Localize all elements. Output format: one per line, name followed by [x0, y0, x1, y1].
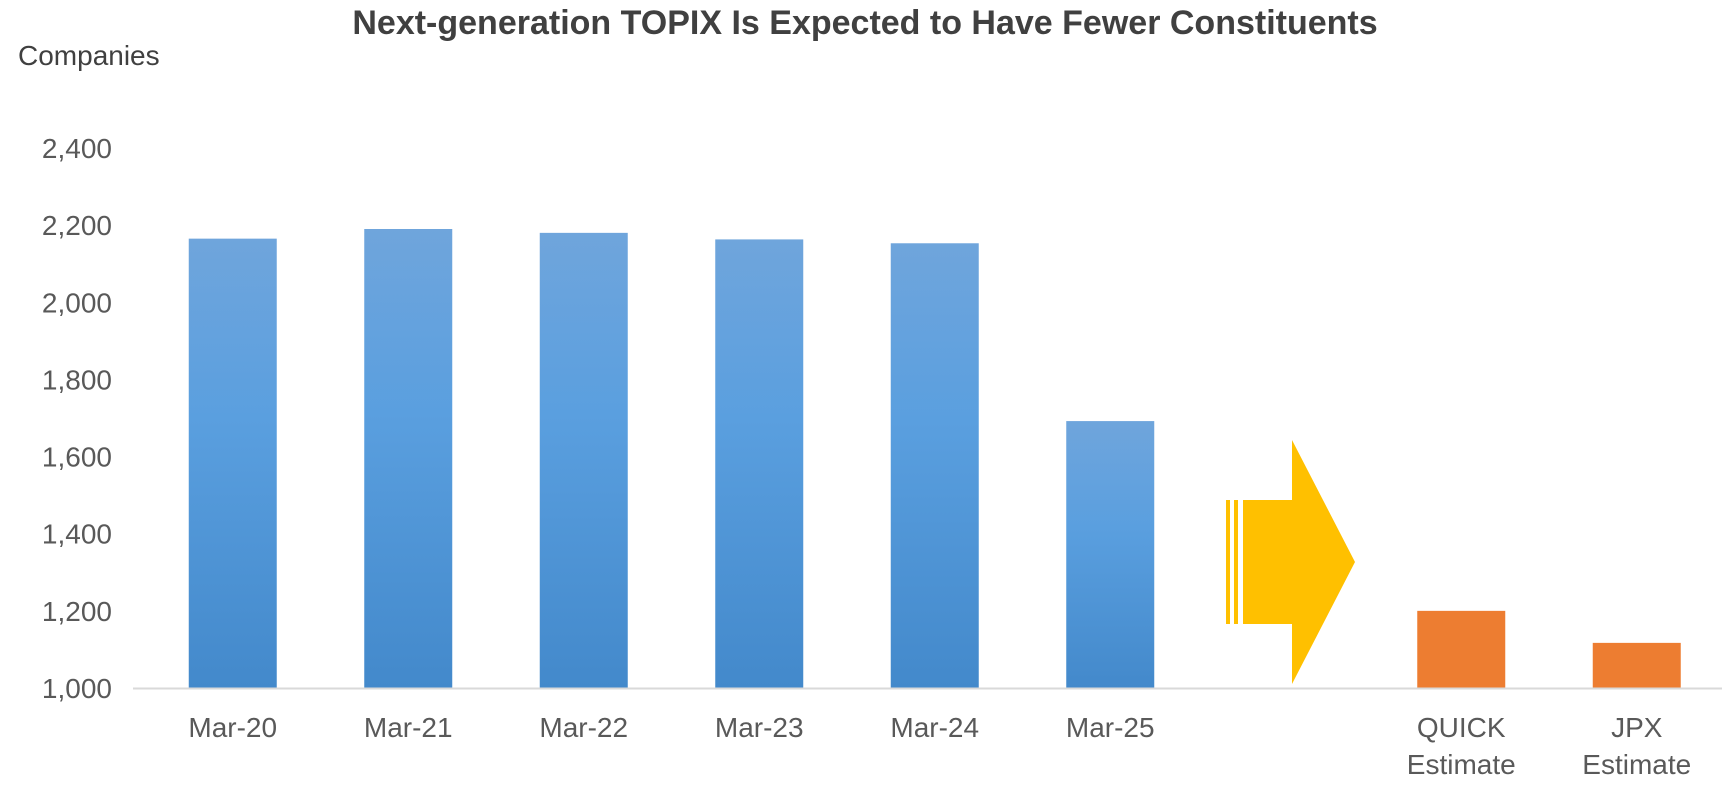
x-tick-label: Mar-20: [188, 712, 277, 743]
y-axis-unit-label: Companies: [18, 40, 160, 71]
y-tick-label: 1,600: [42, 442, 112, 473]
x-tick-label: Mar-25: [1066, 712, 1155, 743]
x-tick-label: Mar-23: [715, 712, 804, 743]
x-tick-label: Mar-22: [539, 712, 628, 743]
chart-title: Next-generation TOPIX Is Expected to Hav…: [352, 4, 1378, 42]
y-tick-label: 2,400: [42, 133, 112, 164]
arrow-stripe: [1243, 500, 1251, 624]
x-tick-label: QUICK Estimate: [1407, 712, 1516, 780]
arrow-stripe: [1226, 500, 1230, 624]
arrow-annotation: [1226, 440, 1355, 684]
estimate-bar: [1417, 610, 1506, 688]
actual-bar: [715, 239, 804, 688]
bars: [188, 229, 1681, 688]
actual-bar: [539, 232, 628, 688]
actual-bar: [364, 229, 453, 688]
y-axis: 1,000 1,200 1,400 1,600 1,800 2,000 2,200 2,400: [42, 133, 112, 704]
x-tick-label: Mar-24: [890, 712, 979, 743]
y-tick-label: 2,000: [42, 287, 112, 318]
estimate-bar: [1592, 642, 1681, 688]
x-axis: Mar-20 Mar-21 Mar-22 Mar-23 Mar-24 Mar-25 QUIC…: [133, 687, 1722, 780]
y-tick-label: 1,800: [42, 364, 112, 395]
arrow-shape: [1251, 440, 1355, 684]
x-tick-label: JPX Estimate: [1582, 712, 1691, 780]
actual-bar: [890, 243, 979, 688]
y-tick-label: 2,200: [42, 210, 112, 241]
arrow-stripe: [1234, 500, 1238, 624]
actual-bar: [1066, 421, 1155, 688]
y-tick-label: 1,400: [42, 519, 112, 550]
actual-bar: [188, 238, 277, 688]
y-tick-label: 1,200: [42, 596, 112, 627]
y-tick-label: 1,000: [42, 673, 112, 704]
x-tick-label: Mar-21: [364, 712, 453, 743]
